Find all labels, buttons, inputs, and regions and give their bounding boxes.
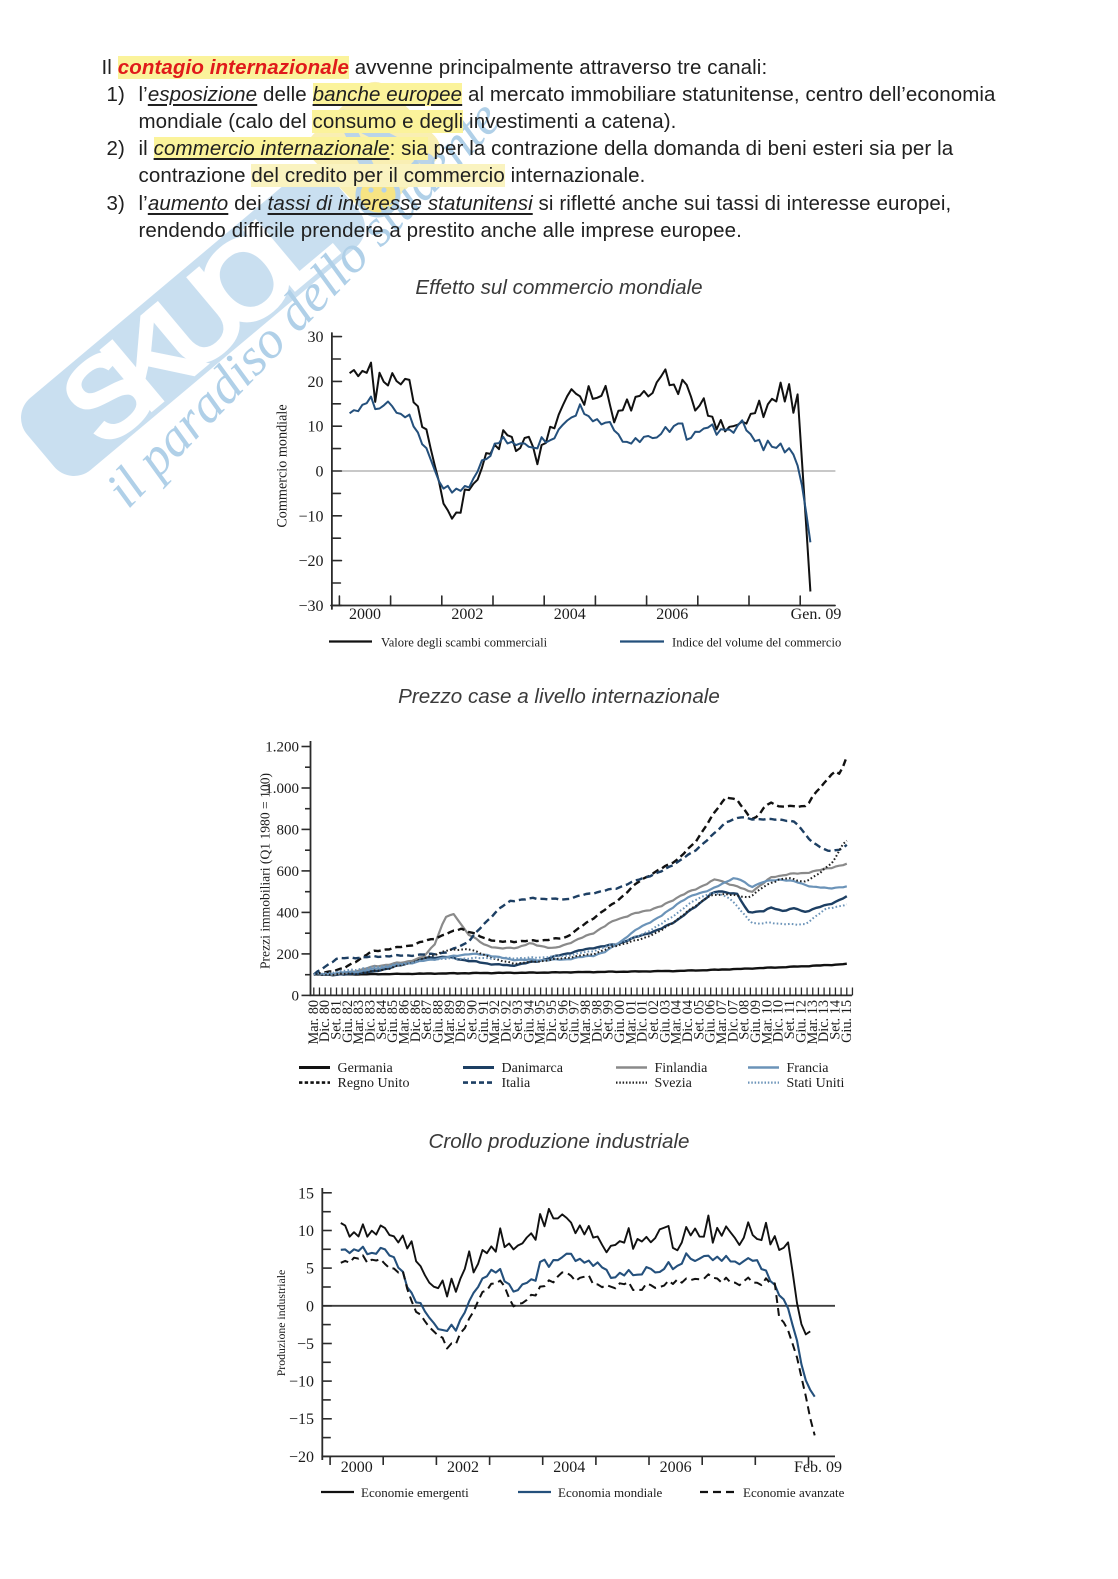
svg-text:Mar. 80: Mar. 80 [306, 1000, 322, 1044]
svg-text:0: 0 [306, 1298, 314, 1315]
svg-text:Dic. 89: Dic. 89 [453, 1000, 469, 1042]
svg-text:2000: 2000 [341, 1459, 373, 1476]
svg-text:Giu. 09: Giu. 09 [748, 1000, 764, 1043]
svg-text:Valore degli scambi commercial: Valore degli scambi commerciali [381, 636, 548, 650]
svg-text:200: 200 [277, 947, 300, 963]
svg-text:30: 30 [308, 329, 324, 346]
svg-text:Dic. 80: Dic. 80 [317, 1000, 333, 1042]
svg-text:15: 15 [298, 1185, 314, 1202]
svg-text:Mar. 04: Mar. 04 [669, 1000, 685, 1044]
svg-text:Dic. 86: Dic. 86 [408, 1000, 424, 1042]
svg-text:Giu. 15: Giu. 15 [839, 1000, 855, 1043]
svg-text:Gen. 09: Gen. 09 [791, 606, 842, 623]
svg-text:Mar. 01: Mar. 01 [623, 1000, 639, 1044]
svg-text:Set. 99: Set. 99 [601, 1000, 617, 1040]
svg-text:Regno Unito: Regno Unito [338, 1076, 410, 1091]
svg-text:Economia mondiale: Economia mondiale [558, 1485, 663, 1500]
svg-text:Italia: Italia [502, 1076, 532, 1091]
svg-text:0: 0 [316, 464, 324, 481]
svg-text:Prezzi immobiliari (Q1 1980 =: Prezzi immobiliari (Q1 1980 = 100) [258, 773, 274, 969]
svg-text:600: 600 [277, 864, 300, 880]
svg-text:2002: 2002 [447, 1459, 479, 1476]
svg-text:Dic. 83: Dic. 83 [363, 1000, 379, 1042]
svg-text:Germania: Germania [338, 1061, 394, 1076]
svg-text:Mar. 98: Mar. 98 [578, 1000, 594, 1044]
svg-text:2004: 2004 [554, 606, 586, 623]
svg-text:Set. 90: Set. 90 [465, 1000, 481, 1040]
svg-text:−20: −20 [298, 553, 323, 570]
svg-text:Set. 96: Set. 96 [555, 1000, 571, 1040]
svg-text:−10: −10 [289, 1374, 314, 1391]
svg-text:Svezia: Svezia [655, 1076, 693, 1091]
svg-text:Commercio mondiale: Commercio mondiale [275, 404, 291, 527]
svg-text:Giu. 85: Giu. 85 [385, 1000, 401, 1043]
svg-text:Dic. 95: Dic. 95 [544, 1000, 560, 1042]
svg-text:400: 400 [277, 905, 300, 921]
svg-text:Giu. 88: Giu. 88 [431, 1000, 447, 1043]
svg-text:1.200: 1.200 [265, 740, 299, 756]
svg-text:Mar. 92: Mar. 92 [487, 1000, 503, 1044]
svg-text:−15: −15 [289, 1411, 314, 1428]
svg-text:Danimarca: Danimarca [502, 1061, 564, 1076]
svg-text:2006: 2006 [660, 1459, 692, 1476]
svg-text:−5: −5 [297, 1336, 314, 1353]
svg-text:2006: 2006 [656, 606, 688, 623]
svg-text:−10: −10 [298, 508, 323, 525]
svg-text:Dic. 10: Dic. 10 [771, 1000, 787, 1042]
svg-text:Finlandia: Finlandia [655, 1061, 709, 1076]
svg-text:Mar. 07: Mar. 07 [714, 1000, 730, 1044]
svg-text:0: 0 [292, 988, 300, 1004]
svg-text:1.000: 1.000 [265, 781, 299, 797]
svg-text:Giu. 12: Giu. 12 [793, 1000, 809, 1043]
svg-text:Set. 84: Set. 84 [374, 1000, 390, 1040]
svg-text:Set. 11: Set. 11 [782, 1000, 798, 1039]
svg-text:5: 5 [306, 1261, 314, 1278]
svg-text:10: 10 [298, 1223, 314, 1240]
svg-text:Indice del volume del commerci: Indice del volume del commercio [672, 636, 841, 650]
svg-text:Giu. 91: Giu. 91 [476, 1000, 492, 1043]
svg-text:Mar. 83: Mar. 83 [351, 1000, 367, 1044]
svg-text:Dic. 92: Dic. 92 [499, 1000, 515, 1042]
svg-text:Dic. 04: Dic. 04 [680, 1000, 696, 1042]
svg-text:Mar. 10: Mar. 10 [759, 1000, 775, 1044]
svg-text:20: 20 [308, 374, 324, 391]
svg-text:−30: −30 [298, 598, 323, 615]
svg-text:Dic. 13: Dic. 13 [816, 1000, 832, 1042]
svg-text:Giu. 03: Giu. 03 [657, 1000, 673, 1043]
svg-text:Set. 08: Set. 08 [737, 1000, 753, 1040]
svg-text:Dic. 98: Dic. 98 [589, 1000, 605, 1042]
svg-text:Set. 02: Set. 02 [646, 1000, 662, 1040]
svg-text:Produzione industriale: Produzione industriale [274, 1270, 288, 1376]
svg-text:10: 10 [308, 419, 324, 436]
svg-text:−20: −20 [289, 1449, 314, 1466]
svg-text:Set. 87: Set. 87 [419, 1000, 435, 1040]
svg-text:Mar. 86: Mar. 86 [397, 1000, 413, 1044]
svg-text:Dic. 01: Dic. 01 [635, 1000, 651, 1042]
svg-text:Giu. 94: Giu. 94 [521, 1000, 537, 1043]
svg-text:Set. 05: Set. 05 [691, 1000, 707, 1040]
svg-text:Set. 14: Set. 14 [827, 1000, 843, 1040]
svg-text:2004: 2004 [553, 1459, 585, 1476]
svg-text:Feb. 09: Feb. 09 [794, 1459, 842, 1476]
svg-text:Set. 93: Set. 93 [510, 1000, 526, 1040]
svg-text:2000: 2000 [349, 606, 381, 623]
svg-text:Dic. 07: Dic. 07 [725, 1000, 741, 1042]
svg-text:Mar. 13: Mar. 13 [805, 1000, 821, 1044]
svg-text:2002: 2002 [451, 606, 483, 623]
svg-text:Giu. 82: Giu. 82 [340, 1000, 356, 1043]
svg-text:Economie emergenti: Economie emergenti [361, 1485, 469, 1500]
svg-text:Stati Uniti: Stati Uniti [787, 1076, 845, 1091]
svg-text:Economie avanzate: Economie avanzate [743, 1485, 845, 1500]
svg-text:Giu. 06: Giu. 06 [703, 1000, 719, 1043]
svg-text:800: 800 [277, 822, 300, 838]
svg-text:Mar. 95: Mar. 95 [533, 1000, 549, 1044]
svg-text:Giu. 97: Giu. 97 [567, 1000, 583, 1043]
svg-text:Giu. 00: Giu. 00 [612, 1000, 628, 1043]
svg-text:Mar. 89: Mar. 89 [442, 1000, 458, 1044]
svg-text:Set. 81: Set. 81 [329, 1000, 345, 1040]
svg-text:Francia: Francia [787, 1061, 830, 1076]
